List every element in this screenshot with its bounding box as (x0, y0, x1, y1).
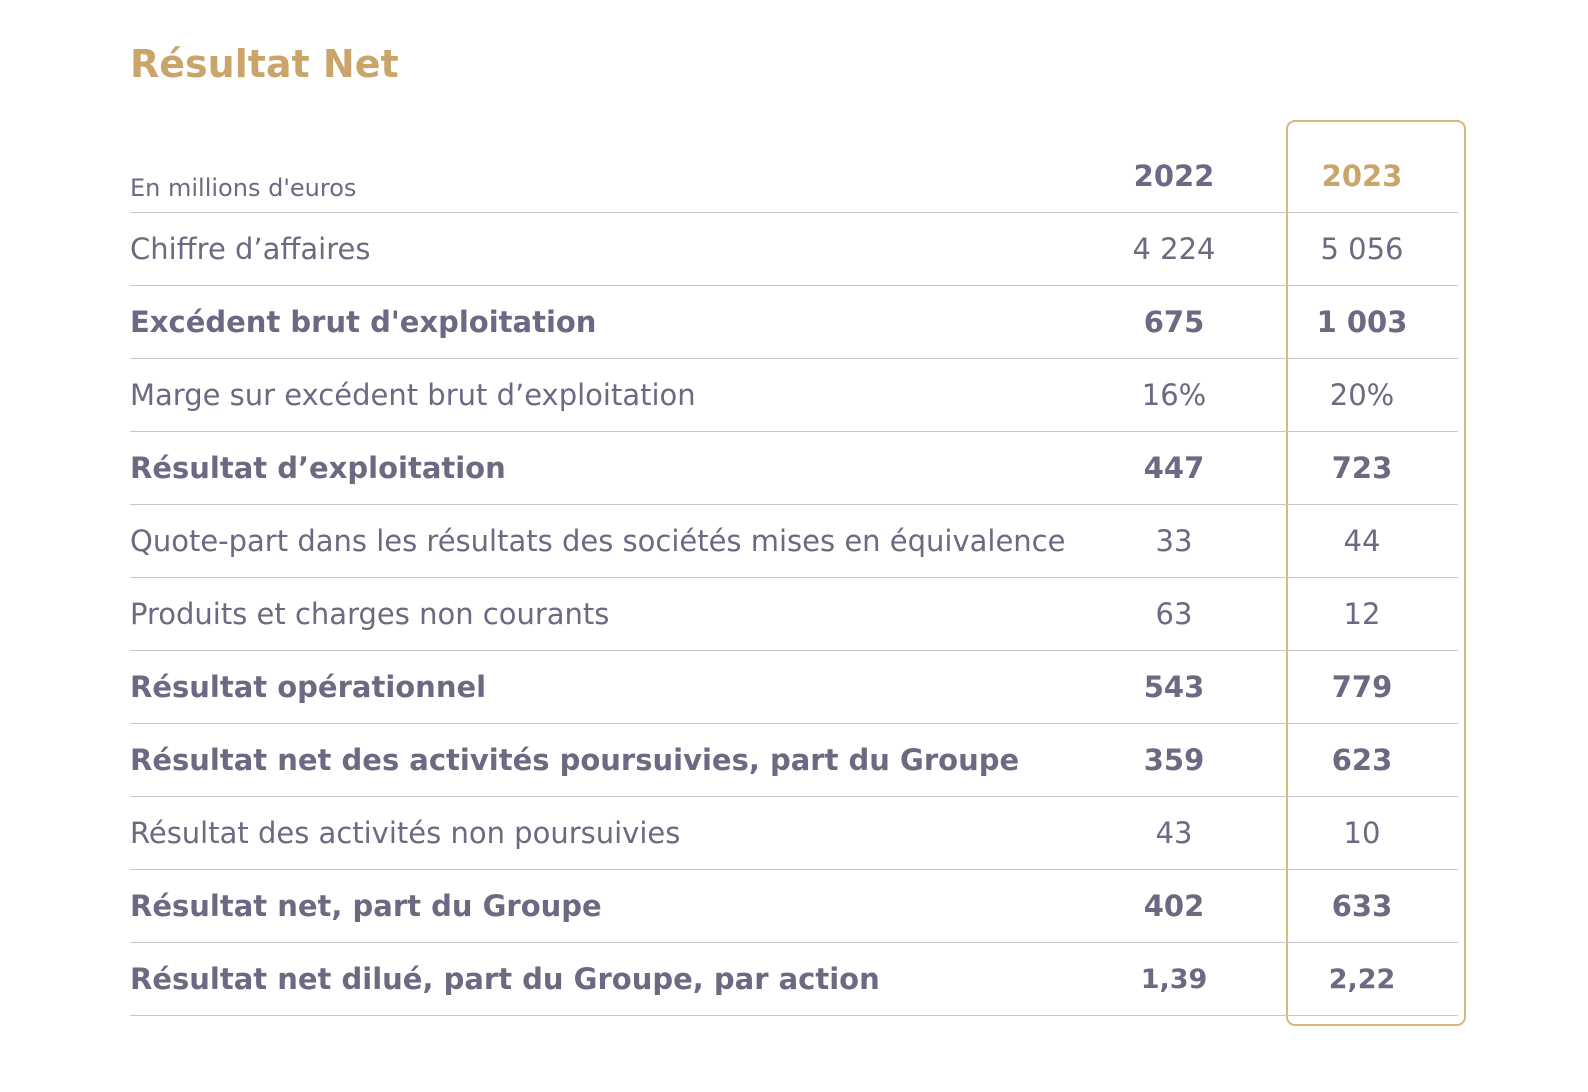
value-2022: 43 (1155, 816, 1193, 850)
value-2023: 12 (1343, 597, 1381, 631)
value-2022: 402 (1143, 889, 1205, 923)
value-2023: 779 (1331, 670, 1393, 704)
row-label: Quote-part dans les résultats des sociét… (130, 524, 1066, 558)
row-label: Produits et charges non courants (130, 597, 610, 631)
table-row: Produits et charges non courants 63 12 (130, 578, 1458, 651)
table-row: Résultat des activités non poursuivies 4… (130, 797, 1458, 870)
value-2023: 10 (1343, 816, 1381, 850)
page-title: Résultat Net (130, 42, 399, 86)
value-2022: 447 (1143, 451, 1205, 485)
value-2023: 623 (1331, 743, 1393, 777)
value-2022: 16% (1141, 378, 1207, 412)
value-2022: 543 (1143, 670, 1205, 704)
value-2022: 675 (1143, 305, 1205, 339)
value-2023: 20% (1329, 378, 1395, 412)
value-2022: 359 (1143, 743, 1205, 777)
table-header-row: En millions d'euros 2022 2023 (130, 140, 1458, 213)
row-label: Excédent brut d'exploitation (130, 305, 597, 339)
table-row: Résultat opérationnel 543 779 (130, 651, 1458, 724)
value-2022: 4 224 (1132, 232, 1216, 266)
table-row: Chiffre d’affaires 4 224 5 056 (130, 213, 1458, 286)
results-table: En millions d'euros 2022 2023 Chiffre d’… (130, 140, 1458, 1016)
value-2023: 723 (1331, 451, 1393, 485)
value-2023: 44 (1343, 524, 1381, 558)
value-2023: 2,22 (1328, 963, 1396, 995)
table-row: Résultat net des activités poursuivies, … (130, 724, 1458, 797)
value-2022: 63 (1155, 597, 1193, 631)
column-header-2022: 2022 (1133, 159, 1215, 193)
column-2023-highlight (1286, 120, 1466, 1026)
value-2022: 1,39 (1140, 963, 1208, 995)
row-label: Résultat opérationnel (130, 670, 487, 704)
table-row: Résultat net dilué, part du Groupe, par … (130, 943, 1458, 1016)
table-row: Excédent brut d'exploitation 675 1 003 (130, 286, 1458, 359)
table-row: Résultat net, part du Groupe 402 633 (130, 870, 1458, 943)
column-header-2023: 2023 (1321, 159, 1403, 193)
unit-label: En millions d'euros (130, 174, 357, 202)
table-row: Marge sur excédent brut d’exploitation 1… (130, 359, 1458, 432)
table-row: Résultat d’exploitation 447 723 (130, 432, 1458, 505)
value-2023: 633 (1331, 889, 1393, 923)
table-row: Quote-part dans les résultats des sociét… (130, 505, 1458, 578)
row-label: Marge sur excédent brut d’exploitation (130, 378, 696, 412)
value-2022: 33 (1155, 524, 1193, 558)
row-label: Résultat net, part du Groupe (130, 889, 602, 923)
row-label: Résultat net dilué, part du Groupe, par … (130, 962, 880, 996)
row-label: Résultat net des activités poursuivies, … (130, 743, 1020, 777)
row-label: Résultat des activités non poursuivies (130, 816, 681, 850)
row-label: Résultat d’exploitation (130, 451, 506, 485)
row-label: Chiffre d’affaires (130, 232, 371, 266)
value-2023: 5 056 (1320, 232, 1404, 266)
value-2023: 1 003 (1316, 305, 1408, 339)
